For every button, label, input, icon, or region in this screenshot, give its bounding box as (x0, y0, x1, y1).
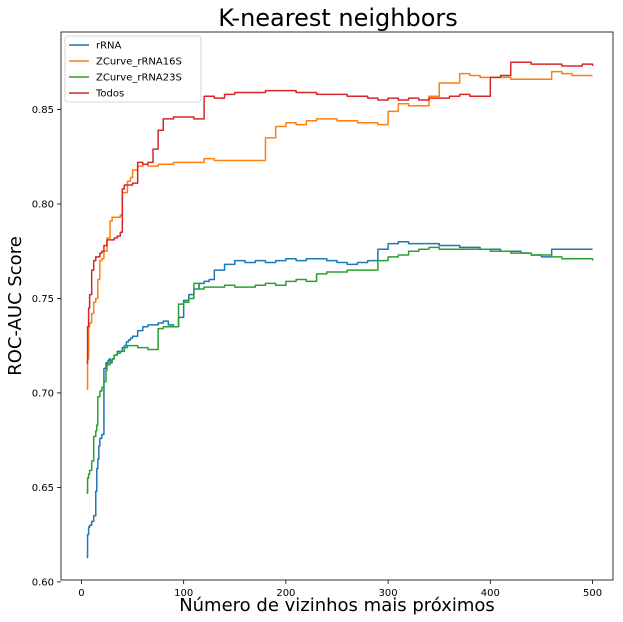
series-line-4 (86, 61, 594, 364)
plot-frame (60, 31, 614, 581)
legend: rRNA ZCurve_rRNA16S ZCurve_rRNA23S Todos (64, 35, 202, 103)
x-tick-label: 200 (276, 588, 295, 599)
x-tick-label: 0 (78, 588, 84, 599)
y-tick-label: 0.70 (32, 388, 54, 399)
legend-label-4: Todos (95, 89, 124, 100)
chart-title: K-nearest neighbors (218, 4, 458, 32)
legend-label-2: ZCurve_rRNA16S (96, 57, 182, 68)
y-axis: 0.60 0.65 0.70 0.75 0.80 0.85 (32, 105, 61, 588)
y-axis-label: ROC-AUC Score (5, 236, 26, 376)
x-tick-label: 400 (481, 588, 500, 599)
legend-box (64, 35, 202, 103)
x-tick-label: 100 (174, 588, 193, 599)
x-axis: 0 100 200 300 400 500 (78, 580, 602, 599)
series-line-2 (86, 70, 593, 390)
y-tick-label: 0.75 (32, 294, 54, 305)
y-tick-label: 0.65 (32, 483, 54, 494)
x-axis-label: Número de vizinhos mais próximos (179, 595, 495, 616)
plot-area (60, 31, 614, 581)
y-tick-label: 0.80 (32, 199, 54, 210)
y-tick-label: 0.85 (32, 105, 54, 116)
series-layer (86, 61, 594, 559)
series-line-1 (86, 241, 593, 559)
y-tick-label: 0.60 (32, 577, 54, 588)
x-tick-label: 300 (379, 588, 398, 599)
legend-label-1: rRNA (96, 41, 122, 52)
series-line-3 (86, 246, 594, 494)
x-tick-label: 500 (583, 588, 602, 599)
legend-label-3: ZCurve_rRNA23S (96, 73, 182, 84)
